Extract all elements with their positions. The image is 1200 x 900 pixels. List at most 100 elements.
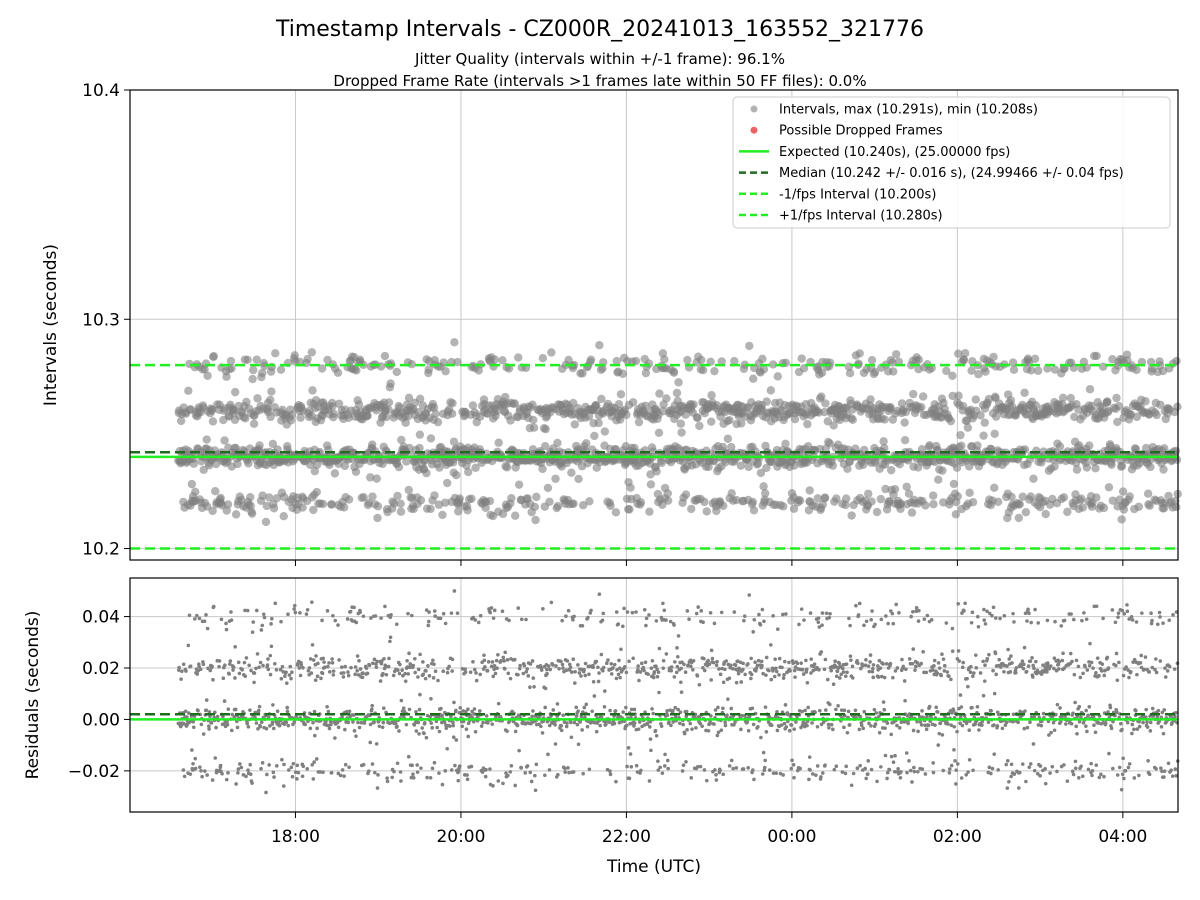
data-point [441, 367, 450, 376]
data-point [282, 762, 286, 767]
data-point [925, 613, 930, 618]
data-point [395, 724, 399, 729]
data-point [792, 668, 797, 673]
data-point [907, 508, 917, 517]
data-point [242, 660, 247, 665]
data-point [621, 710, 625, 714]
data-point [246, 768, 250, 772]
data-point [856, 661, 860, 665]
data-point [398, 662, 402, 667]
data-point [492, 608, 497, 613]
data-point [665, 713, 670, 718]
data-point [244, 459, 253, 468]
data-point [904, 489, 914, 498]
data-point [249, 365, 258, 375]
data-point [423, 676, 428, 681]
data-point [835, 669, 840, 674]
data-point [644, 616, 649, 621]
data-point [320, 618, 324, 623]
data-point [368, 492, 377, 501]
data-point [191, 761, 195, 766]
data-point [647, 779, 652, 783]
data-point [373, 770, 377, 775]
data-points [176, 589, 1180, 795]
data-point [240, 667, 245, 672]
data-point [468, 670, 473, 675]
data-point [576, 663, 580, 667]
data-point [990, 483, 999, 493]
data-point [567, 770, 571, 775]
data-point [301, 764, 306, 769]
data-point [574, 714, 579, 718]
data-point [832, 767, 837, 772]
data-point [834, 674, 839, 679]
data-point [1072, 465, 1082, 474]
data-point [1007, 492, 1016, 502]
data-point [211, 677, 215, 682]
data-point [731, 666, 735, 671]
data-point [790, 461, 799, 470]
data-point [820, 493, 830, 502]
data-point [645, 722, 650, 726]
data-point [822, 667, 827, 672]
data-point [658, 765, 662, 770]
data-point [553, 742, 558, 746]
data-point [507, 618, 511, 623]
data-point [411, 663, 416, 668]
data-point [553, 723, 557, 727]
data-point [485, 669, 490, 673]
data-point [573, 681, 577, 685]
data-point [385, 776, 389, 780]
data-point [416, 496, 426, 505]
data-point [481, 720, 485, 725]
data-point [574, 705, 579, 710]
data-point [719, 610, 724, 615]
data-point [427, 610, 431, 614]
data-point [955, 762, 960, 766]
data-point [343, 727, 347, 732]
data-point [881, 662, 885, 666]
data-point [1011, 611, 1015, 616]
data-point [528, 685, 532, 690]
data-point [265, 772, 269, 777]
axes-frame [129, 89, 1179, 561]
data-point [450, 669, 454, 673]
data-point [242, 397, 251, 407]
data-point [941, 768, 946, 773]
data-point [883, 726, 887, 730]
data-point [496, 779, 501, 783]
data-point [900, 657, 904, 662]
data-point [920, 767, 925, 771]
data-point [471, 659, 475, 664]
data-point [1092, 493, 1101, 502]
data-point [438, 616, 443, 621]
data-point [723, 434, 733, 443]
data-point [366, 473, 375, 482]
data-point [435, 725, 439, 730]
data-point [896, 499, 906, 508]
data-point [889, 732, 894, 737]
data-point [657, 458, 666, 468]
data-point [305, 767, 309, 771]
data-point [236, 771, 240, 775]
data-point [848, 654, 853, 658]
data-point [440, 782, 445, 787]
data-point [375, 659, 379, 664]
data-point [405, 443, 414, 453]
data-point [942, 669, 947, 673]
data-point [895, 666, 900, 670]
data-point [521, 671, 526, 676]
data-point [189, 459, 198, 469]
data-point [347, 765, 351, 770]
data-point [940, 652, 944, 657]
data-point [1117, 461, 1127, 471]
data-point [222, 372, 231, 381]
data-point [967, 758, 972, 762]
data-point [505, 658, 510, 662]
data-point [759, 735, 763, 740]
data-point [906, 721, 910, 726]
data-point [375, 786, 380, 790]
data-point [204, 708, 209, 713]
data-point [464, 727, 469, 731]
data-point [218, 763, 223, 768]
